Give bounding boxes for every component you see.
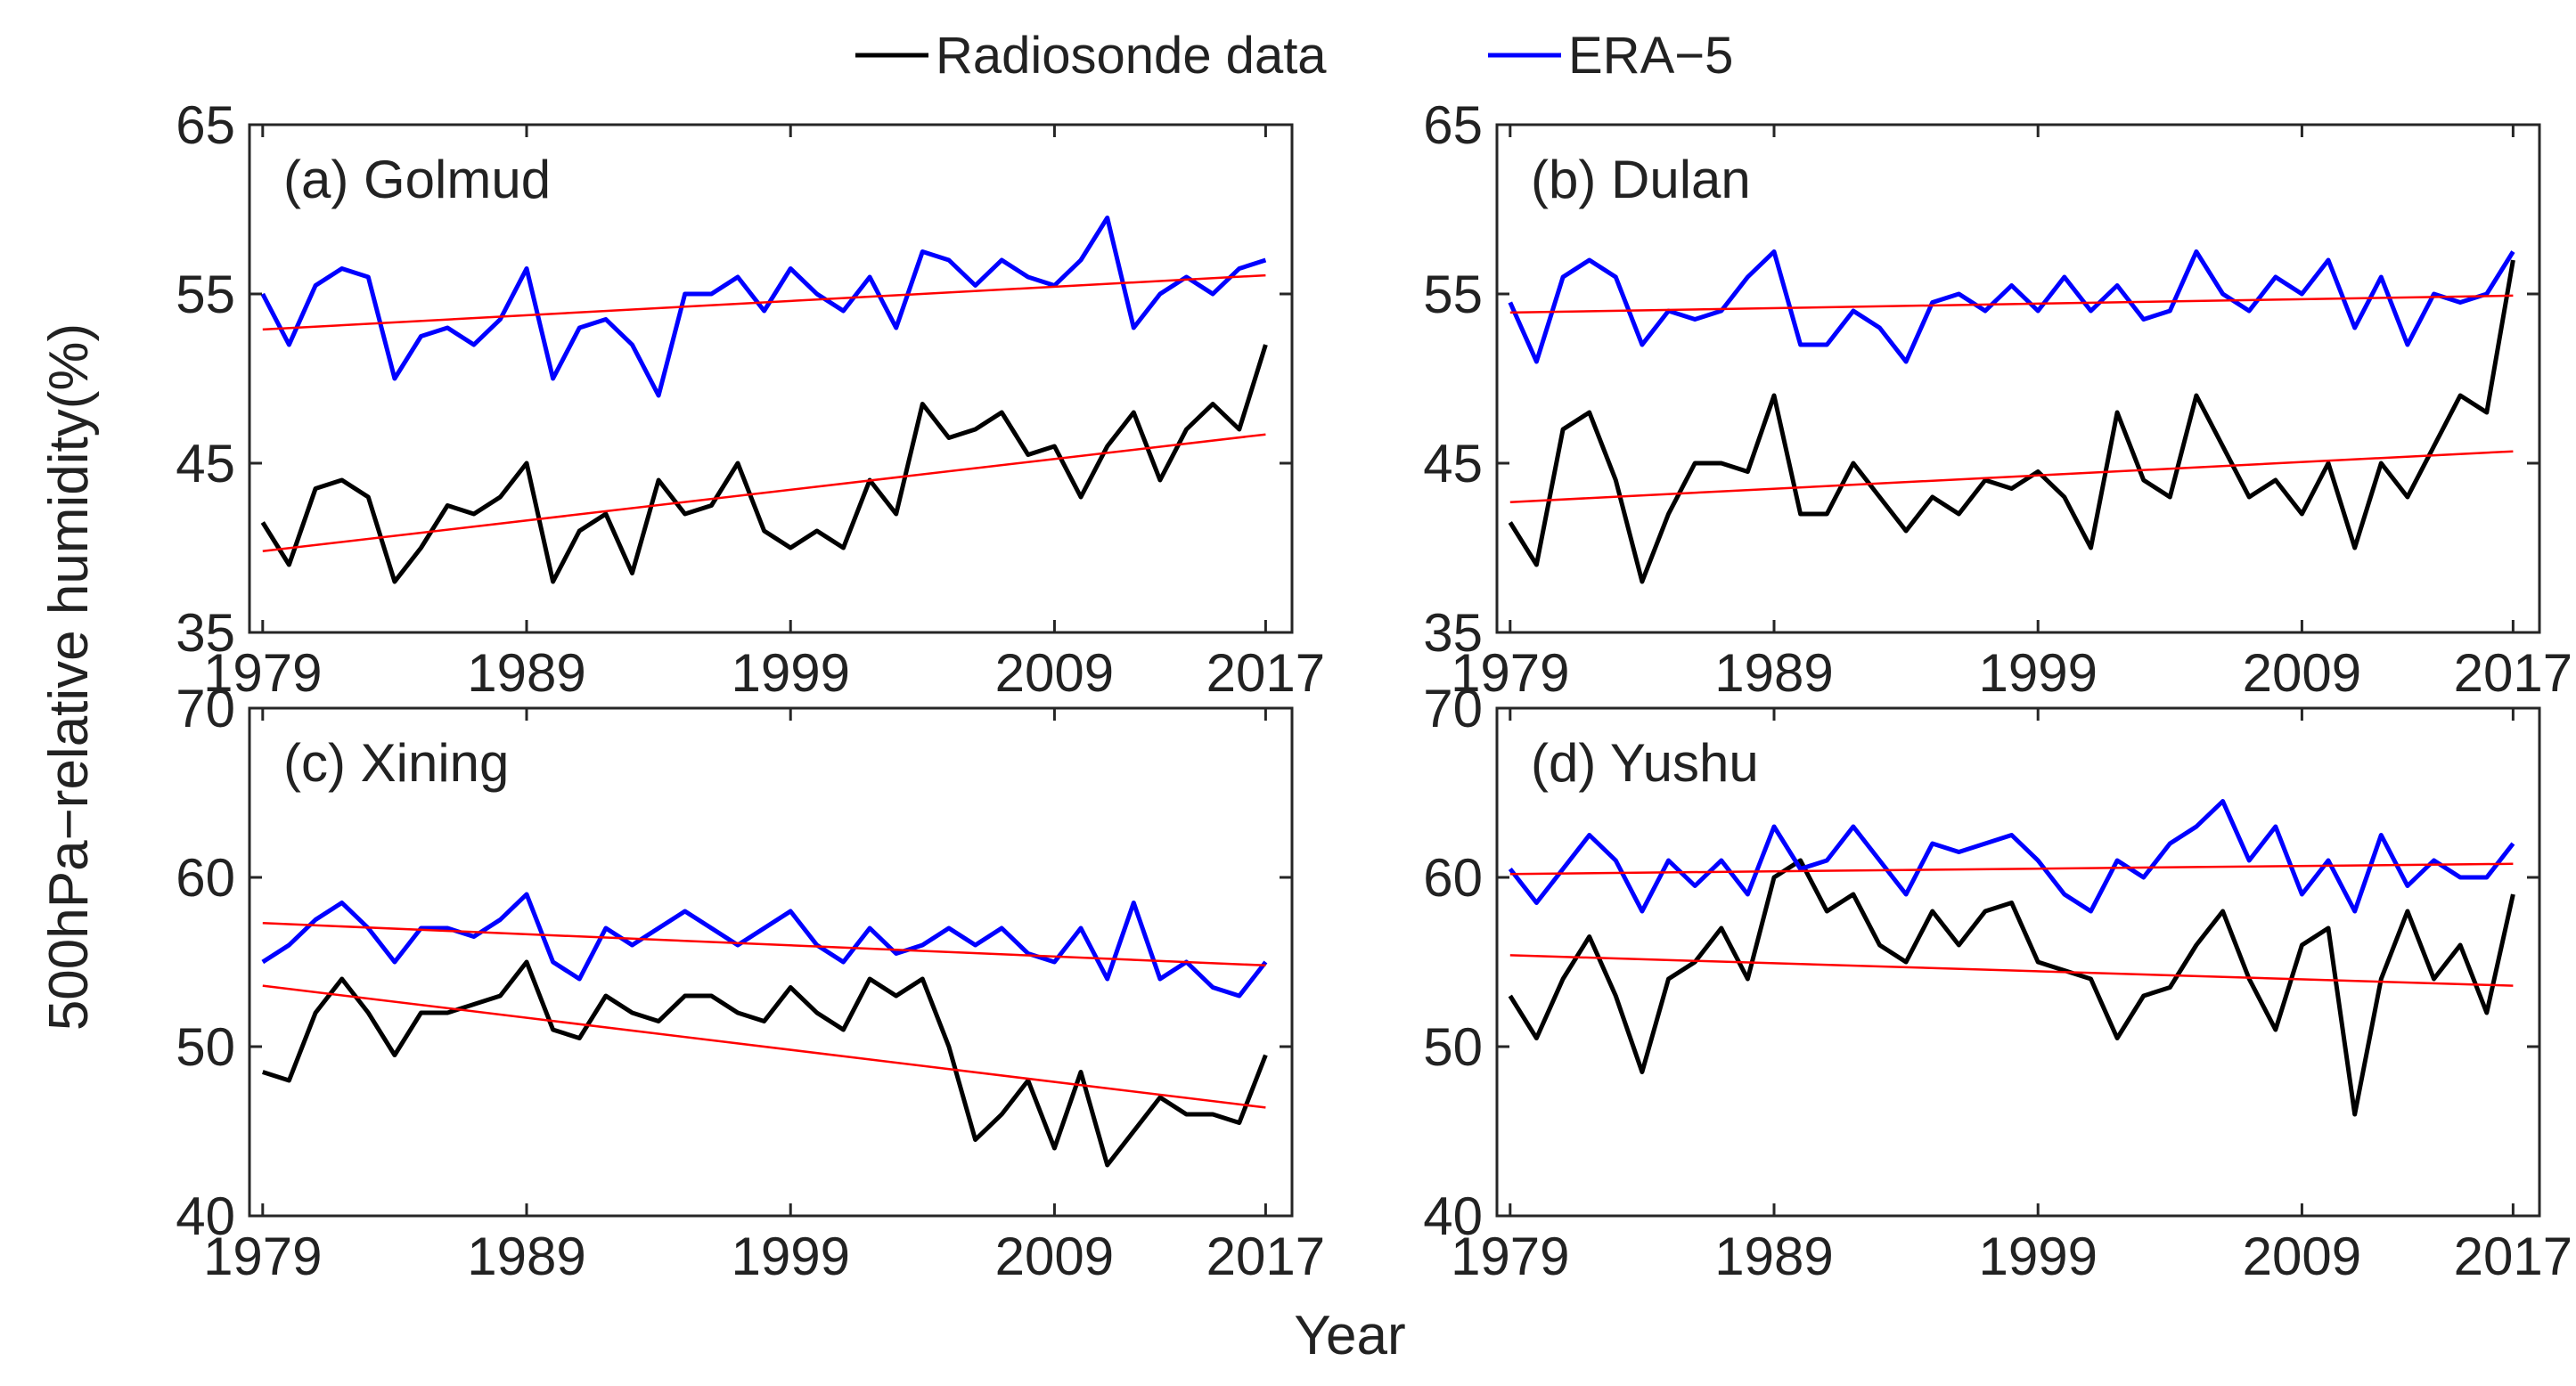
panel-a-era-5-trend-line bbox=[262, 273, 1266, 331]
panel-d-xtick-label-2017: 2017 bbox=[2454, 1227, 2572, 1286]
panel-b-xtick-label-1989: 1989 bbox=[1714, 643, 1833, 703]
panel-b-xtick-label-2017: 2017 bbox=[2454, 643, 2572, 703]
panel-a: 35 45 55 65 1979 1989 1999 2009 2017 (a) Golmud bbox=[176, 95, 1325, 703]
panel-d-series-group bbox=[1508, 799, 2515, 1117]
panel-a-title: (a) Golmud bbox=[283, 150, 551, 209]
panel-a-xtick-label-2009: 2009 bbox=[995, 643, 1114, 703]
panel-a-xtick-label-1999: 1999 bbox=[731, 643, 849, 703]
panel-b-xtick-label-1979: 1979 bbox=[1451, 643, 1569, 703]
panel-b-era-5-trend-line bbox=[1509, 294, 2514, 314]
panel-a-ytick-label-35: 35 bbox=[176, 603, 235, 663]
panel-c-ytick-label-50: 50 bbox=[176, 1017, 235, 1077]
panel-c-ytick-label-60: 60 bbox=[176, 848, 235, 908]
panel-c-xtick-label-1999: 1999 bbox=[731, 1227, 849, 1286]
panel-a-xtick-label-1979: 1979 bbox=[203, 643, 322, 703]
panel-c-ytick-label-40: 40 bbox=[176, 1186, 235, 1246]
panel-b-ytick-label-55: 55 bbox=[1423, 265, 1483, 324]
legend-radiosonde-label: Radiosonde data bbox=[936, 27, 1327, 85]
panel-a-xtick-label-1989: 1989 bbox=[467, 643, 585, 703]
panel-d-xtick-label-1979: 1979 bbox=[1451, 1227, 1569, 1286]
panel-d-xtick-label-1989: 1989 bbox=[1714, 1227, 1833, 1286]
panel-c-xtick-label-1989: 1989 bbox=[467, 1227, 585, 1286]
panel-a-era-5-line bbox=[260, 216, 1267, 398]
panel-c-ytick-label-70: 70 bbox=[176, 679, 235, 738]
panel-b-era-5-line bbox=[1508, 249, 2515, 364]
panel-d-ytick-label-40: 40 bbox=[1423, 1186, 1483, 1246]
panel-a-series-group bbox=[260, 216, 1268, 584]
panel-a-axes-frame bbox=[248, 123, 1294, 634]
panel-b-radiosonde-trend-line bbox=[1509, 450, 2514, 503]
panel-b-ytick-label-35: 35 bbox=[1423, 603, 1483, 663]
panel-d-axes-frame bbox=[1495, 706, 2541, 1218]
panel-c-axes-frame bbox=[248, 706, 1294, 1218]
panel-a-radiosonde-data-line bbox=[260, 344, 1268, 584]
legend-era5-label: ERA−5 bbox=[1568, 27, 1733, 85]
panel-b-title: (b) Dulan bbox=[1531, 150, 1751, 209]
y-axis-label: 500hPa−relative humidity(%) bbox=[38, 323, 100, 1031]
panel-c: 40 50 60 70 1979 1989 1999 2009 2017 (c) Xining bbox=[176, 679, 1325, 1286]
panel-c-era-5-line bbox=[261, 892, 1268, 999]
panel-d-xtick-label-1999: 1999 bbox=[1978, 1227, 2097, 1286]
panel-b-axes-frame bbox=[1495, 123, 2541, 634]
panel-d-radiosonde-data-line bbox=[1508, 858, 2515, 1117]
panel-d-xtick-label-2009: 2009 bbox=[2243, 1227, 2361, 1286]
panel-c-xtick-label-1979: 1979 bbox=[203, 1227, 322, 1286]
panel-b: 35 45 55 65 1979 1989 1999 2009 2017 (b) Dulan bbox=[1423, 95, 2572, 703]
panel-c-title: (c) Xining bbox=[283, 733, 509, 793]
panel-b-series-group bbox=[1508, 249, 2515, 584]
panel-d-radiosonde-trend-line bbox=[1509, 954, 2514, 987]
panel-d-era-5-line bbox=[1508, 799, 2515, 914]
panel-a-xtick-label-2017: 2017 bbox=[1206, 643, 1325, 703]
panel-b-xtick-label-1999: 1999 bbox=[1978, 643, 2097, 703]
panel-a-radiosonde-trend-line bbox=[262, 433, 1266, 553]
panel-c-era-5-trend-line bbox=[262, 922, 1266, 967]
panel-a-ytick-label-55: 55 bbox=[176, 265, 235, 324]
panel-a-ytick-label-65: 65 bbox=[176, 95, 235, 155]
legend: Radiosonde data ERA−5 bbox=[855, 27, 1733, 85]
panel-c-xtick-label-2017: 2017 bbox=[1206, 1227, 1325, 1286]
panel-d: 40 50 60 70 1979 1989 1999 2009 2017 (d) Yushu bbox=[1423, 679, 2572, 1286]
panel-d-era-5-trend-line bbox=[1509, 862, 2514, 876]
panel-d-ytick-label-50: 50 bbox=[1423, 1017, 1483, 1077]
panel-c-radiosonde-data-line bbox=[262, 959, 1268, 1168]
panel-b-ytick-label-65: 65 bbox=[1423, 95, 1483, 155]
panel-c-radiosonde-trend-line bbox=[262, 984, 1266, 1109]
panel-a-ytick-label-45: 45 bbox=[176, 434, 235, 493]
x-axis-label: Year bbox=[1294, 1305, 1405, 1366]
panel-d-title: (d) Yushu bbox=[1531, 733, 1759, 793]
panel-d-ytick-label-70: 70 bbox=[1423, 679, 1483, 738]
panel-b-ytick-label-45: 45 bbox=[1423, 434, 1483, 493]
panel-b-xtick-label-2009: 2009 bbox=[2243, 643, 2361, 703]
panel-c-series-group bbox=[261, 892, 1268, 1168]
panel-c-xtick-label-2009: 2009 bbox=[995, 1227, 1114, 1286]
panel-d-ytick-label-60: 60 bbox=[1423, 848, 1483, 908]
panel-b-radiosonde-data-line bbox=[1508, 259, 2515, 584]
